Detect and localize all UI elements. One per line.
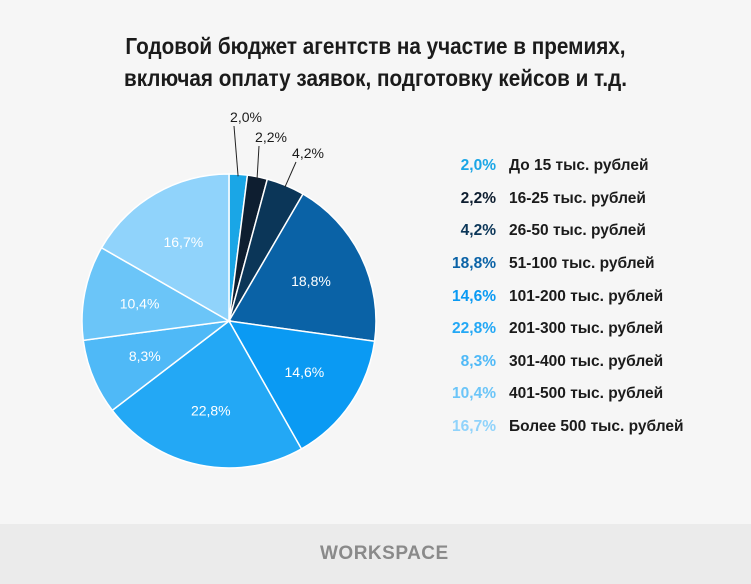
- legend-item: 16,7% Более 500 тыс. рублей: [440, 411, 684, 444]
- title-line: включая оплату заявок, подготовку кейсов…: [123, 65, 628, 91]
- slice-label: 22,8%: [191, 402, 231, 418]
- chart-title: Годовой бюджет агентств на участие в пре…: [38, 30, 714, 94]
- legend-label: 401-500 тыс. рублей: [509, 385, 664, 403]
- legend-value: 4,2%: [460, 222, 496, 240]
- legend-label: 16-25 тыс. рублей: [509, 189, 646, 207]
- leader-line: [256, 145, 260, 179]
- pie-slice: [111, 319, 303, 469]
- leader-line: [233, 125, 239, 177]
- legend-value: 2,2%: [460, 189, 496, 207]
- pie-slice: [81, 246, 232, 342]
- legend-value: 18,8%: [452, 255, 496, 273]
- title-line: Годовой бюджет агентств на участие в пре…: [125, 33, 626, 59]
- slice-label: 10,4%: [120, 295, 160, 311]
- legend-value: 16,7%: [452, 418, 496, 436]
- legend-value: 8,3%: [460, 352, 496, 370]
- legend-value: 14,6%: [452, 287, 496, 305]
- pie-slice: [100, 173, 230, 323]
- pie-slice: [227, 192, 377, 343]
- footer: [0, 524, 751, 584]
- legend-value: 22,8%: [452, 320, 496, 338]
- slice-label: 18,8%: [291, 273, 331, 289]
- legend-item: 22,8% 201-300 тыс. рублей: [440, 313, 684, 346]
- legend-item: 18,8% 51-100 тыс. рублей: [440, 248, 684, 281]
- legend-label: 201-300 тыс. рублей: [509, 320, 664, 338]
- legend-label: До 15 тыс. рублей: [509, 157, 649, 175]
- legend-label: Более 500 тыс. рублей: [509, 418, 684, 436]
- legend-item: 2,2% 16-25 тыс. рублей: [440, 183, 684, 216]
- legend-label: 51-100 тыс. рублей: [509, 255, 655, 273]
- legend-item: 4,2% 26-50 тыс. рублей: [440, 215, 684, 248]
- legend-value: 2,0%: [460, 157, 496, 175]
- slice-label: 8,3%: [129, 348, 161, 364]
- slice-label: 14,6%: [285, 364, 325, 380]
- slice-label: 2,0%: [230, 109, 262, 125]
- legend-item: 10,4% 401-500 тыс. рублей: [440, 378, 684, 411]
- legend-label: 301-400 тыс. рублей: [509, 352, 664, 370]
- workspace-logo: WORKSPACE: [320, 543, 449, 564]
- legend-item: 8,3% 301-400 тыс. рублей: [440, 346, 684, 379]
- pie-slice: [227, 320, 376, 450]
- legend: 2,0% До 15 тыс. рублей 2,2% 16-25 тыс. рубл…: [440, 150, 684, 444]
- pie-chart: 2,0% 2,2% 4,2% 18,8% 14,6% 22,8% 8,3% 10,4% 16,7…: [81, 109, 377, 469]
- slice-label: 4,2%: [292, 145, 324, 161]
- legend-label: 101-200 тыс. рублей: [509, 287, 664, 305]
- legend-item: 2,0% До 15 тыс. рублей: [440, 150, 684, 183]
- legend-label: 26-50 тыс. рублей: [509, 222, 646, 240]
- slice-label: 2,2%: [255, 129, 287, 145]
- legend-item: 14,6% 101-200 тыс. рублей: [440, 280, 684, 313]
- legend-value: 10,4%: [452, 385, 496, 403]
- slice-label: 16,7%: [163, 234, 203, 250]
- leader-line: [284, 161, 297, 188]
